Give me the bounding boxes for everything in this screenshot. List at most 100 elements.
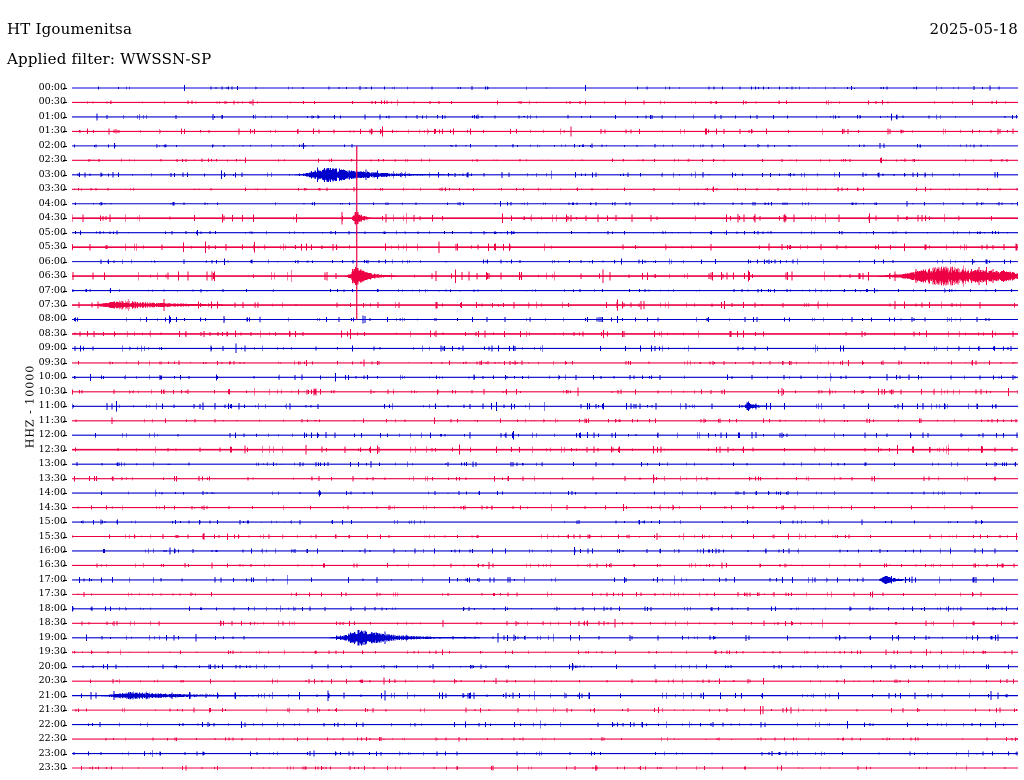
time-tick-label: 15:30 xyxy=(38,530,66,542)
time-tick-mark xyxy=(63,435,67,437)
time-tick-label: 19:30 xyxy=(38,646,66,658)
time-tick-label: 21:30 xyxy=(38,704,66,716)
time-tick-label: 11:00 xyxy=(38,400,66,412)
time-tick-mark xyxy=(63,478,67,480)
time-tick-label: 01:00 xyxy=(38,110,66,122)
time-tick-label: 07:00 xyxy=(38,284,66,296)
time-tick-label: 04:30 xyxy=(38,212,66,224)
time-tick-mark xyxy=(63,768,67,769)
time-tick-label: 13:00 xyxy=(38,458,66,470)
time-tick-mark xyxy=(63,623,67,625)
time-tick-mark xyxy=(63,420,67,422)
time-tick-mark xyxy=(63,710,67,712)
time-tick-mark xyxy=(63,247,67,249)
time-tick-mark xyxy=(63,218,67,220)
time-tick-mark xyxy=(63,276,67,278)
time-tick-label: 06:00 xyxy=(38,255,66,267)
time-tick-mark xyxy=(63,362,67,364)
time-tick-mark xyxy=(63,507,67,509)
time-tick-label: 02:30 xyxy=(38,154,66,166)
time-tick-mark xyxy=(63,724,67,726)
time-tick-mark xyxy=(63,608,67,610)
time-tick-label: 01:30 xyxy=(38,125,66,137)
time-tick-mark xyxy=(63,116,67,118)
time-tick-mark xyxy=(63,406,67,408)
time-tick-label: 09:00 xyxy=(38,342,66,354)
time-tick-label: 02:00 xyxy=(38,139,66,151)
time-tick-mark xyxy=(63,290,67,292)
time-tick-label: 16:30 xyxy=(38,559,66,571)
time-tick-label: 14:30 xyxy=(38,501,66,513)
time-tick-mark xyxy=(63,174,67,176)
time-tick-label: 00:00 xyxy=(38,82,66,93)
time-tick-mark xyxy=(63,348,67,350)
trace-canvas xyxy=(72,84,1018,771)
time-tick-label: 15:00 xyxy=(38,516,66,528)
time-tick-mark xyxy=(63,637,67,639)
time-tick-mark xyxy=(63,739,67,741)
time-tick-label: 16:00 xyxy=(38,544,66,556)
time-tick-mark xyxy=(63,550,67,552)
time-tick-label: 22:00 xyxy=(38,718,66,730)
time-tick-label: 09:30 xyxy=(38,356,66,368)
time-tick-mark xyxy=(63,131,67,133)
time-tick-label: 21:00 xyxy=(38,689,66,701)
time-tick-mark xyxy=(63,203,67,205)
time-tick-label: 05:00 xyxy=(38,226,66,238)
time-tick-mark xyxy=(63,464,67,466)
time-tick-mark xyxy=(63,232,67,234)
time-tick-label: 20:30 xyxy=(38,675,66,687)
applied-filter-label: Applied filter: WWSSN-SP xyxy=(7,50,212,68)
time-tick-mark xyxy=(63,753,67,755)
time-tick-label: 08:00 xyxy=(38,313,66,325)
time-tick-label: 13:30 xyxy=(38,472,66,484)
time-tick-label: 17:30 xyxy=(38,588,66,600)
time-tick-mark xyxy=(63,695,67,697)
time-tick-mark xyxy=(63,391,67,393)
time-tick-mark xyxy=(63,652,67,654)
time-tick-label: 12:30 xyxy=(38,443,66,455)
time-tick-mark xyxy=(63,493,67,495)
time-tick-mark xyxy=(63,305,67,307)
time-tick-label: 18:00 xyxy=(38,602,66,614)
time-tick-label: 04:00 xyxy=(38,197,66,209)
time-tick-mark xyxy=(63,666,67,668)
time-tick-label: 19:00 xyxy=(38,631,66,643)
time-tick-label: 12:00 xyxy=(38,429,66,441)
time-tick-mark xyxy=(63,536,67,538)
time-tick-mark xyxy=(63,102,67,104)
record-date: 2025-05-18 xyxy=(929,20,1018,38)
time-tick-mark xyxy=(63,333,67,335)
time-tick-mark xyxy=(63,579,67,581)
time-tick-mark xyxy=(63,88,67,89)
time-tick-label: 08:30 xyxy=(38,327,66,339)
time-axis: 00:00 00:30 01:00 01:30 02:00 02:30 03:00 03:30… xyxy=(0,80,67,780)
time-tick-label: 06:30 xyxy=(38,270,66,282)
time-tick-mark xyxy=(63,145,67,147)
time-tick-label: 18:30 xyxy=(38,617,66,629)
time-tick-label: 14:00 xyxy=(38,487,66,499)
time-tick-label: 23:00 xyxy=(38,747,66,759)
time-tick-label: 05:30 xyxy=(38,241,66,253)
time-tick-mark xyxy=(63,449,67,451)
time-tick-mark xyxy=(63,565,67,567)
helicorder-plot: 00:00 00:30 01:00 01:30 02:00 02:30 03:00 03:30… xyxy=(0,80,1024,780)
time-tick-mark xyxy=(63,681,67,683)
page-title: HT Igoumenitsa xyxy=(7,20,133,38)
time-tick-label: 17:00 xyxy=(38,573,66,585)
time-tick-label: 03:00 xyxy=(38,168,66,180)
time-tick-label: 10:30 xyxy=(38,385,66,397)
time-tick-mark xyxy=(63,261,67,263)
time-tick-mark xyxy=(63,522,67,524)
seismogram-traces xyxy=(72,80,1018,780)
time-tick-label: 03:30 xyxy=(38,183,66,195)
time-tick-label: 20:00 xyxy=(38,660,66,672)
time-tick-label: 00:30 xyxy=(38,96,66,108)
time-tick-label: 23:30 xyxy=(38,762,66,773)
time-tick-mark xyxy=(63,377,67,379)
time-tick-mark xyxy=(63,160,67,162)
time-tick-label: 10:00 xyxy=(38,371,66,383)
time-tick-mark xyxy=(63,189,67,191)
time-tick-mark xyxy=(63,319,67,321)
